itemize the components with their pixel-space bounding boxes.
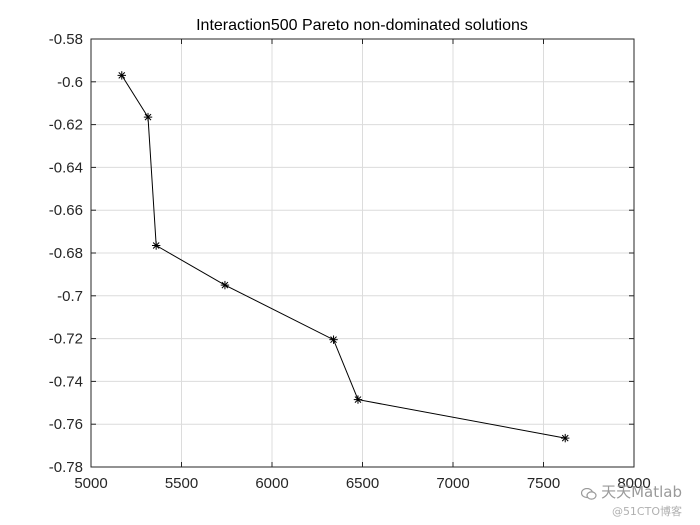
data-point	[329, 335, 338, 344]
x-tick-label: 8000	[617, 475, 650, 492]
data-point	[151, 241, 161, 250]
y-tick-label: -0.64	[49, 159, 83, 176]
y-tick-label: -0.62	[49, 117, 83, 134]
wechat-icon	[580, 486, 597, 500]
data-point	[117, 71, 126, 80]
x-tick-label: 5000	[74, 475, 107, 492]
x-tick-label: 5500	[165, 475, 198, 492]
data-markers	[117, 71, 570, 443]
y-tick-label: -0.58	[49, 31, 83, 48]
y-tick-label: -0.7	[57, 288, 83, 305]
y-tick-label: -0.74	[49, 373, 83, 390]
data-point	[220, 280, 230, 290]
y-tick-label: -0.6	[57, 74, 83, 91]
y-tick-label: -0.72	[49, 331, 83, 348]
x-tick-label: 6000	[255, 475, 288, 492]
x-axis-tick-labels: 5000 5500 6000 6500 7000 7500 8000	[74, 475, 650, 492]
watermark-brand: 天天Matlab	[580, 481, 682, 502]
watermark: 天天Matlab @51CTO博客	[580, 481, 682, 519]
x-tick-label: 7500	[527, 475, 560, 492]
data-point	[561, 433, 570, 443]
x-tick-label: 7000	[436, 475, 469, 492]
watermark-line2: @51CTO博客	[611, 505, 682, 518]
y-tick-label: -0.76	[49, 416, 83, 433]
y-tick-label: -0.66	[49, 202, 83, 219]
y-axis-tick-labels: -0.58 -0.6 -0.62 -0.64 -0.66 -0.68 -0.7 -0.72 -0…	[49, 31, 83, 476]
axis-ticks	[90, 38, 635, 468]
chart-title: Interaction500 Pareto non-dominated solu…	[196, 17, 528, 34]
y-tick-label: -0.68	[49, 245, 83, 262]
y-tick-label: -0.78	[49, 459, 83, 476]
data-point	[353, 395, 363, 404]
x-tick-label: 6500	[346, 475, 379, 492]
watermark-line1: 天天Matlab	[601, 483, 682, 501]
data-point	[143, 112, 153, 122]
